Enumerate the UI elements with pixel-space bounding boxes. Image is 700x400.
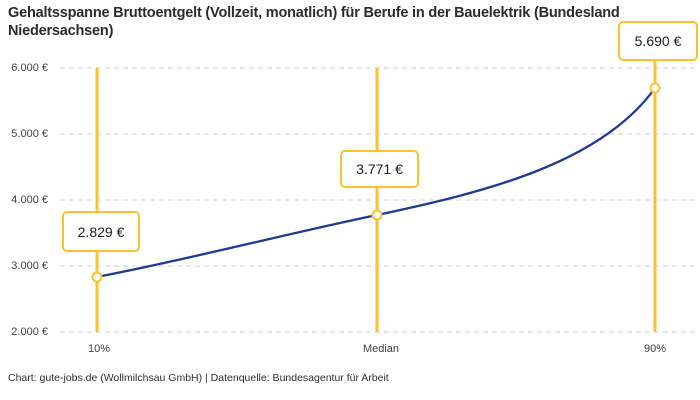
- xtick-median: Median: [362, 343, 400, 355]
- ytick-4000: 4.000 €: [11, 194, 48, 206]
- chart-title: Gehaltsspanne Bruttoentgelt (Vollzeit, m…: [8, 5, 620, 39]
- ytick-2000: 2.000 €: [11, 326, 48, 338]
- gridlines: [60, 67, 698, 333]
- value-box-median: 3.771 €: [340, 150, 419, 188]
- xtick-90pct: 90%: [643, 343, 667, 355]
- point-90pct: [649, 82, 661, 94]
- point-median: [371, 209, 383, 221]
- ytick-3000: 3.000 €: [11, 260, 48, 272]
- value-box-90pct: 5.690 €: [618, 21, 698, 61]
- point-10pct: [91, 271, 103, 283]
- xtick-10pct: 10%: [87, 343, 111, 355]
- data-point-markers: [91, 82, 661, 283]
- footer-credit: Chart: gute-jobs.de (Wollmilchsau GmbH) …: [8, 372, 389, 384]
- ytick-6000: 6.000 €: [11, 62, 48, 74]
- value-box-10pct: 2.829 €: [62, 211, 140, 252]
- ytick-5000: 5.000 €: [11, 128, 48, 140]
